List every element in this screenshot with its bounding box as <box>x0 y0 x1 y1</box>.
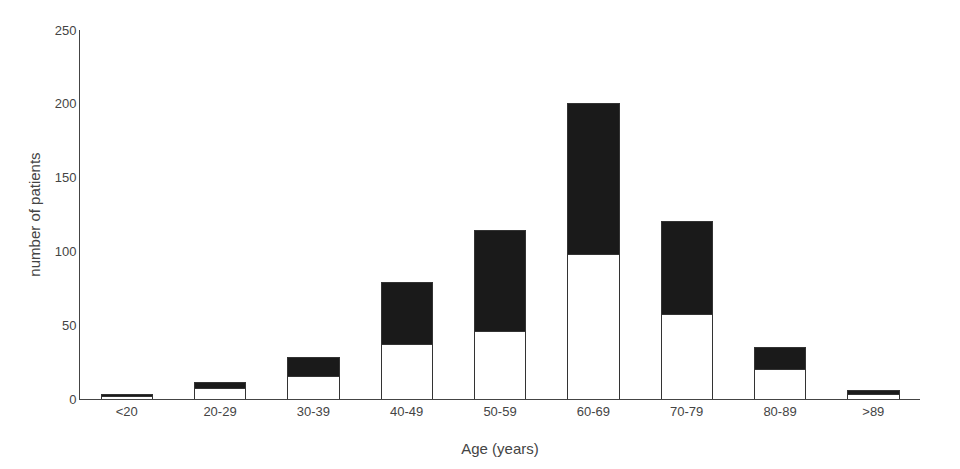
svg-text:40-49: 40-49 <box>390 404 423 419</box>
svg-text:0: 0 <box>69 392 76 407</box>
svg-text:50-59: 50-59 <box>483 404 516 419</box>
svg-text:50: 50 <box>62 318 76 333</box>
svg-text:30-39: 30-39 <box>297 404 330 419</box>
svg-text:150: 150 <box>55 170 77 185</box>
svg-text:>89: >89 <box>862 404 884 419</box>
svg-text:60-69: 60-69 <box>577 404 610 419</box>
svg-text:<20: <20 <box>116 404 138 419</box>
svg-text:Age (years): Age (years) <box>461 440 539 457</box>
svg-text:250: 250 <box>55 23 77 38</box>
svg-text:200: 200 <box>55 96 77 111</box>
svg-text:20-29: 20-29 <box>203 404 236 419</box>
svg-text:100: 100 <box>55 244 77 259</box>
svg-text:70-79: 70-79 <box>670 404 703 419</box>
svg-text:number of patients: number of patients <box>26 152 43 276</box>
svg-text:80-89: 80-89 <box>763 404 796 419</box>
